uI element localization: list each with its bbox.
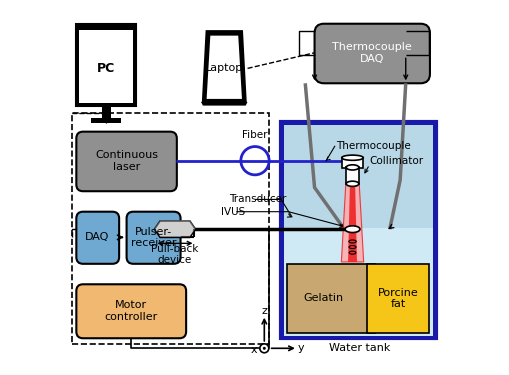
Text: Fiber: Fiber — [242, 130, 267, 140]
Text: Water tank: Water tank — [328, 342, 389, 352]
Text: Gelatin: Gelatin — [303, 293, 343, 303]
Text: x: x — [250, 345, 257, 355]
FancyBboxPatch shape — [76, 284, 186, 338]
Text: Transducer: Transducer — [229, 194, 286, 204]
Circle shape — [259, 344, 268, 353]
Ellipse shape — [341, 155, 362, 160]
Ellipse shape — [345, 226, 359, 232]
Text: Thermocouple: Thermocouple — [335, 141, 410, 151]
Bar — [283, 125, 432, 228]
Bar — [346, 167, 358, 184]
Bar — [72, 113, 269, 344]
Polygon shape — [206, 36, 241, 99]
Text: y: y — [297, 343, 303, 353]
FancyBboxPatch shape — [76, 212, 119, 264]
Text: Motor
controller: Motor controller — [104, 300, 157, 322]
Text: Thermocouple
DAQ: Thermocouple DAQ — [332, 42, 411, 63]
Polygon shape — [154, 221, 195, 237]
Bar — [286, 264, 375, 333]
Text: z: z — [261, 306, 267, 316]
Text: DAQ: DAQ — [85, 232, 109, 242]
Bar — [76, 24, 135, 106]
Text: Laptop: Laptop — [205, 63, 243, 74]
Polygon shape — [341, 184, 363, 262]
Polygon shape — [154, 220, 195, 237]
Text: Collimator: Collimator — [369, 156, 423, 166]
Ellipse shape — [346, 165, 358, 170]
Bar — [91, 118, 121, 123]
FancyBboxPatch shape — [76, 132, 177, 191]
Bar — [101, 105, 111, 118]
Text: Pulser-
receiver: Pulser- receiver — [131, 226, 176, 248]
Text: IVUS: IVUS — [221, 207, 245, 217]
FancyBboxPatch shape — [314, 24, 429, 83]
Bar — [79, 30, 133, 103]
Text: Pull-back
device: Pull-back device — [151, 244, 199, 265]
Polygon shape — [201, 102, 247, 106]
Text: PC: PC — [97, 62, 115, 75]
Ellipse shape — [346, 181, 358, 186]
FancyBboxPatch shape — [126, 212, 180, 264]
Polygon shape — [347, 184, 356, 262]
Text: Porcine
fat: Porcine fat — [377, 288, 417, 309]
Bar — [280, 122, 435, 338]
Polygon shape — [203, 31, 245, 102]
Bar — [366, 264, 429, 333]
Bar — [283, 125, 432, 336]
Text: Continuous
laser: Continuous laser — [95, 150, 158, 171]
Bar — [341, 158, 362, 168]
Circle shape — [262, 347, 265, 350]
